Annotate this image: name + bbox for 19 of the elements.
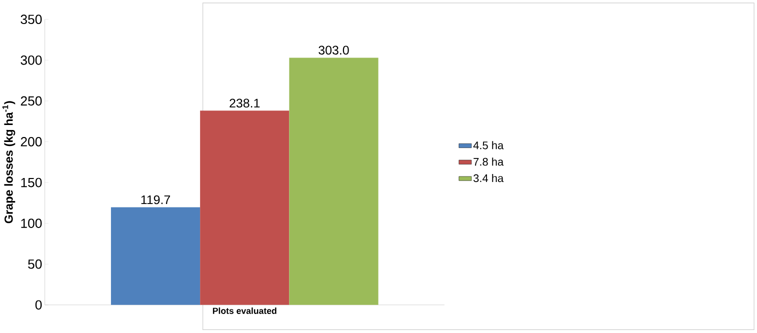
y-tick-label: 0 xyxy=(35,300,42,310)
y-tick-label: 50 xyxy=(28,260,42,269)
bar xyxy=(110,207,200,306)
y-tick-label: 200 xyxy=(20,137,42,147)
y-tick-label: 350 xyxy=(20,14,42,24)
y-tick-label: 300 xyxy=(20,56,42,65)
y-tick-label: 250 xyxy=(20,96,42,106)
bar xyxy=(289,58,378,306)
legend-label: 7.8 ha xyxy=(474,158,504,166)
y-tick-label: 150 xyxy=(21,178,42,188)
legend-label: 4.5 ha xyxy=(473,141,504,150)
y-axis-title: Grape losses (kg ha$^{-1}$) xyxy=(2,101,16,224)
y-tick-label: 100 xyxy=(21,218,42,228)
data-label: 119.7 xyxy=(141,196,170,204)
x-tick-label: Plots evaluated xyxy=(212,308,276,314)
data-label: 303.0 xyxy=(318,46,349,55)
data-label: 238.1 xyxy=(230,98,260,108)
legend-label: 3.4 ha xyxy=(473,174,504,182)
bar xyxy=(200,110,290,306)
